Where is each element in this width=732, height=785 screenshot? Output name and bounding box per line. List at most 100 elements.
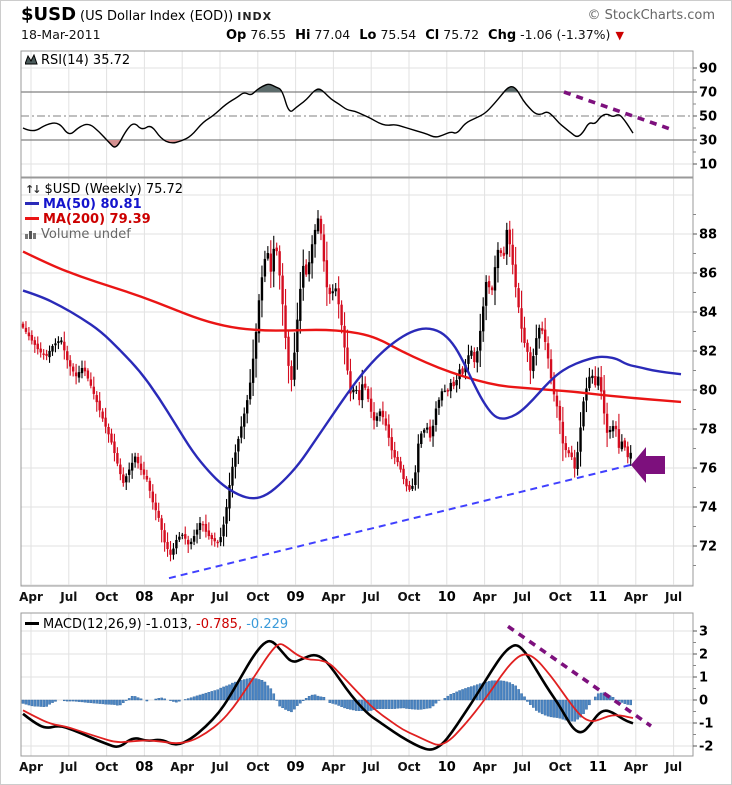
rsi-panel: 90 70 50 30 10 [20,50,717,178]
symbol-title: $USD [21,4,77,25]
macd-legend-signal: -0.785, [196,617,243,632]
macd-legend-main: MACD(12,26,9) -1.013, [43,617,192,632]
macd-panel: 3 2 1 0 -1 -2 [20,612,713,757]
open-label: Op [226,28,247,43]
svg-text:30: 30 [699,134,717,149]
macd-x-axis-labels: Apr Jul Oct 08 Apr Jul Oct 09 Apr Jul Oct 10 Apr Jul O… [19,760,682,775]
high-value: 77.04 [314,27,351,42]
svg-text:08: 08 [135,760,153,775]
svg-text:Apr: Apr [170,590,194,604]
svg-text:Jul: Jul [513,590,531,604]
support-trendline [168,460,647,580]
svg-text:72: 72 [699,540,717,555]
svg-text:-1: -1 [699,717,713,732]
svg-text:10: 10 [438,760,456,775]
svg-text:Jul: Jul [59,760,77,774]
macd-signal-line [22,643,634,746]
svg-text:10: 10 [438,590,456,605]
svg-text:Apr: Apr [624,590,648,604]
svg-text:Apr: Apr [19,760,43,774]
ma50-legend-row: MA(50) 80.81 [25,197,183,212]
macd-legend: MACD(12,26,9) -1.013, -0.785, -0.229 [25,617,288,632]
svg-text:86: 86 [699,267,717,282]
svg-text:Apr: Apr [624,760,648,774]
rsi-legend: RSI(14) 35.72 [24,53,131,68]
down-triangle-icon: ▼ [615,29,624,42]
svg-text:76: 76 [699,462,717,477]
svg-text:Jul: Jul [210,760,228,774]
svg-text:88: 88 [699,228,717,243]
macd-line-icon [25,622,39,625]
svg-text:Jul: Jul [362,760,380,774]
svg-text:3: 3 [699,625,708,640]
svg-text:2: 2 [699,648,708,663]
svg-text:78: 78 [699,423,717,438]
macd-legend-hist: -0.229 [246,617,289,632]
price-x-axis-labels: Apr Jul Oct 08 Apr Jul Oct 09 Apr Jul Oct 10 Apr Jul O… [19,590,682,605]
chart-header: $USD (US Dollar Index (EOD)) INDX © StockC… [21,4,715,25]
stockcharts-credit: © StockCharts.com [587,8,715,23]
svg-text:08: 08 [135,590,153,605]
svg-text:1: 1 [699,671,708,686]
svg-text:Oct: Oct [397,760,420,774]
rsi-indicator-icon [24,53,38,65]
exchange-label: INDX [237,10,273,23]
svg-text:Oct: Oct [549,590,572,604]
price-legend-symbol-row: ↑↓ $USD (Weekly) 75.72 [25,182,183,197]
svg-text:Oct: Oct [549,760,572,774]
price-legend-symbol: $USD (Weekly) 75.72 [44,182,184,197]
svg-text:09: 09 [287,590,305,605]
svg-text:Jul: Jul [59,590,77,604]
svg-text:Apr: Apr [322,760,346,774]
ohlc-summary: Op 76.55 Hi 77.04 Lo 75.54 Cl 75.72 Chg -1.0… [217,27,624,43]
rsi-legend-text: RSI(14) 35.72 [41,53,131,68]
svg-text:Apr: Apr [170,760,194,774]
svg-text:-2: -2 [699,740,713,755]
price-panel: 88 86 84 82 80 78 76 74 72 [20,177,717,587]
ma50-legend-text: MA(50) 80.81 [43,197,142,212]
macd-line [22,639,634,751]
volume-bars-icon [25,231,36,239]
svg-text:Oct: Oct [246,760,269,774]
svg-text:Jul: Jul [362,590,380,604]
high-label: Hi [295,28,311,43]
svg-text:Apr: Apr [473,590,497,604]
low-value: 75.54 [380,27,417,42]
ma200-legend-text: MA(200) 79.39 [43,212,151,227]
open-value: 76.55 [250,27,287,42]
volume-legend-text: Volume undef [41,227,131,242]
rsi-purple-trendline [563,90,670,131]
ma200-legend-row: MA(200) 79.39 [25,212,183,227]
svg-text:80: 80 [699,384,717,399]
weekly-candles [21,210,632,562]
svg-text:09: 09 [287,760,305,775]
svg-text:70: 70 [699,86,717,101]
quote-date: 18-Mar-2011 [21,27,101,42]
svg-text:Jul: Jul [664,760,682,774]
svg-text:Jul: Jul [210,590,228,604]
svg-text:10: 10 [699,158,717,173]
macd-purple-trendline [506,624,653,728]
svg-text:74: 74 [699,501,717,516]
svg-text:90: 90 [699,62,717,77]
svg-text:Oct: Oct [397,590,420,604]
purple-arrow-annotation [631,447,665,483]
updown-arrows-icon: ↑↓ [25,183,42,196]
svg-text:84: 84 [699,306,717,321]
svg-text:Apr: Apr [473,760,497,774]
svg-text:82: 82 [699,345,717,360]
svg-text:Oct: Oct [246,590,269,604]
close-label: Cl [425,28,440,43]
low-label: Lo [359,28,377,43]
svg-text:Jul: Jul [513,760,531,774]
svg-text:Oct: Oct [95,590,118,604]
svg-text:Apr: Apr [19,590,43,604]
svg-text:Jul: Jul [664,590,682,604]
svg-text:Oct: Oct [95,760,118,774]
volume-legend-row: Volume undef [25,227,183,242]
ma200-line-icon [25,217,39,220]
symbol-name: (US Dollar Index (EOD)) [80,9,234,24]
svg-text:50: 50 [699,110,717,125]
